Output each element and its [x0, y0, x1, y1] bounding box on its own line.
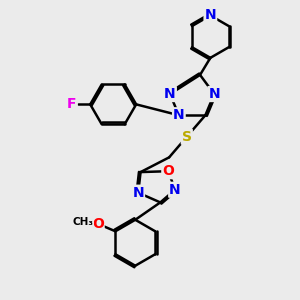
- Text: N: N: [169, 183, 181, 197]
- Text: N: N: [208, 87, 220, 101]
- Text: F: F: [67, 98, 77, 111]
- Text: N: N: [164, 87, 176, 101]
- Text: N: N: [173, 108, 185, 122]
- Text: S: S: [182, 130, 192, 144]
- Text: CH₃: CH₃: [73, 218, 94, 227]
- Text: N: N: [132, 186, 144, 200]
- Text: N: N: [205, 8, 216, 22]
- Text: O: O: [92, 217, 104, 231]
- Text: O: O: [162, 164, 174, 178]
